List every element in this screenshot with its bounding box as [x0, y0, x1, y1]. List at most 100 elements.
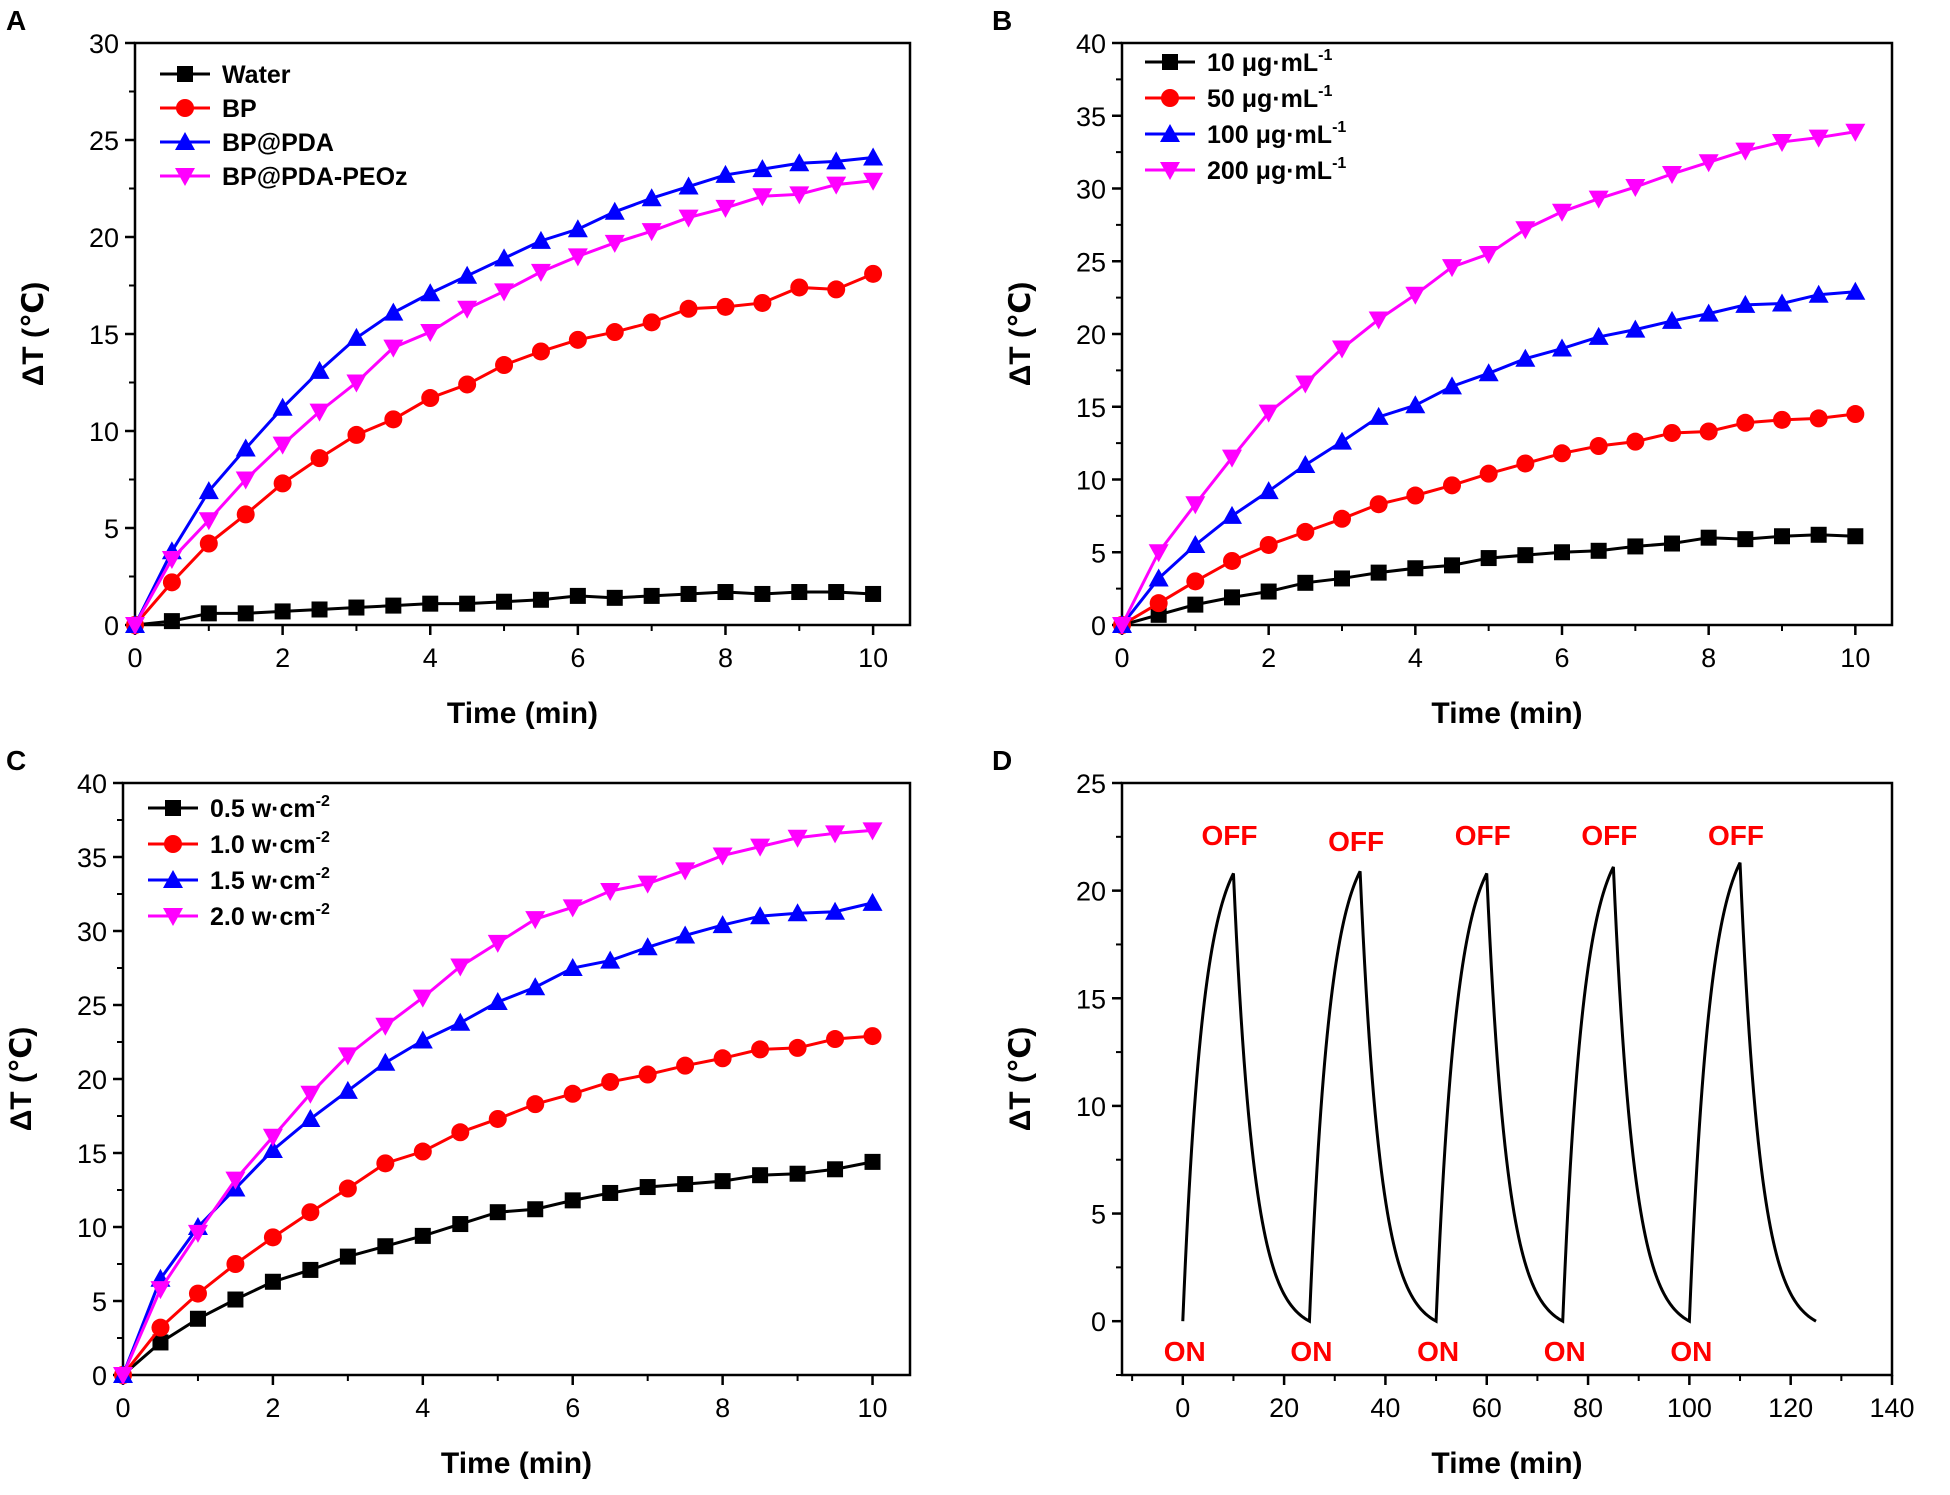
- data-point: [1845, 123, 1866, 142]
- legend-label-main: 2.0 w·cm: [210, 903, 316, 931]
- data-point: [1808, 129, 1829, 148]
- data-point: [1773, 410, 1791, 429]
- data-point: [1553, 444, 1571, 463]
- data-point: [678, 209, 699, 228]
- data-point: [199, 534, 218, 553]
- y-tick-label: 5: [1091, 538, 1106, 568]
- panel-d: D 0 20 40 60 80 100 120 140 0 5 10 15 20 25 Time (min) Δ…: [992, 745, 1915, 1480]
- data-point: [568, 330, 587, 349]
- data-point: [1625, 179, 1646, 198]
- x-tick-label: 6: [1554, 643, 1569, 673]
- data-point: [1442, 376, 1462, 395]
- x-tick-label: 10: [858, 643, 888, 673]
- data-point: [161, 551, 182, 570]
- data-point: [637, 875, 658, 894]
- data-point: [826, 151, 847, 170]
- data-point: [525, 977, 546, 996]
- x-tick-label: 120: [1768, 1393, 1813, 1423]
- data-point: [1333, 509, 1351, 528]
- on-annotation: ON: [1417, 1336, 1459, 1367]
- data-point: [1515, 348, 1536, 367]
- y-tick-label: 30: [89, 29, 119, 59]
- off-annotation: OFF: [1455, 820, 1511, 851]
- data-point: [865, 585, 882, 602]
- data-point: [346, 327, 367, 346]
- legend-entry: 10 μg·mL-1: [1145, 47, 1332, 77]
- legend-entry: Water: [160, 61, 291, 89]
- data-point: [864, 264, 883, 283]
- legend-label: 200 μg·mL-1: [1207, 155, 1346, 185]
- panel-letter: C: [6, 745, 26, 776]
- data-point: [1479, 464, 1498, 483]
- x-axis-title: Time (min): [441, 1447, 592, 1480]
- data-point: [716, 297, 735, 316]
- data-point: [457, 265, 478, 284]
- data-point: [377, 1238, 394, 1255]
- series-1: [127, 584, 882, 633]
- data-point: [1369, 495, 1388, 514]
- data-point: [1590, 542, 1607, 559]
- data-point: [1444, 557, 1460, 574]
- legend-entry: 200 μg·mL-1: [1145, 155, 1346, 185]
- y-axis-title: ΔT (℃): [5, 1027, 38, 1132]
- data-point: [450, 958, 471, 977]
- legend-entry: 1.5 w·cm-2: [148, 865, 330, 895]
- data-point: [1846, 405, 1865, 424]
- legend-label-superscript: -1: [1332, 119, 1346, 136]
- panel-letter: B: [992, 5, 1012, 36]
- data-point: [600, 950, 621, 969]
- x-tick-label: 6: [565, 1393, 580, 1423]
- data-point: [274, 603, 291, 620]
- data-point: [862, 822, 883, 841]
- data-point: [564, 1192, 581, 1209]
- data-point: [638, 1065, 657, 1084]
- y-tick-label: 40: [77, 769, 107, 799]
- data-point: [826, 1030, 845, 1049]
- data-point: [494, 248, 515, 267]
- off-annotation: OFF: [1708, 820, 1764, 851]
- data-point: [562, 899, 583, 918]
- series-3: [113, 892, 883, 1383]
- legend-label-superscript: -1: [1332, 155, 1346, 172]
- data-point: [225, 1171, 246, 1190]
- y-tick-label: 0: [1091, 611, 1106, 641]
- data-point: [1663, 423, 1681, 442]
- data-point: [862, 892, 883, 911]
- y-tick-label: 30: [1076, 175, 1106, 205]
- data-point: [150, 1281, 171, 1300]
- x-tick-label: 8: [718, 643, 733, 673]
- off-annotation: OFF: [1581, 820, 1637, 851]
- data-point: [301, 1203, 320, 1222]
- y-tick-label: 15: [1076, 393, 1106, 423]
- data-point: [1296, 522, 1315, 541]
- data-point: [600, 883, 621, 902]
- data-point: [272, 397, 293, 416]
- legend-marker: [163, 870, 183, 888]
- y-tick-label: 35: [1076, 102, 1106, 132]
- data-point: [309, 403, 330, 422]
- data-point: [1700, 529, 1717, 546]
- data-point: [422, 595, 439, 612]
- series-4: [1112, 123, 1866, 635]
- data-point: [309, 360, 330, 379]
- data-point: [1627, 538, 1644, 555]
- data-point: [346, 374, 367, 393]
- y-tick-label: 30: [77, 917, 107, 947]
- data-point: [1442, 259, 1462, 278]
- x-tick-label: 2: [275, 643, 290, 673]
- on-annotation: ON: [1544, 1336, 1586, 1367]
- x-tick-label: 60: [1472, 1393, 1502, 1423]
- data-point: [527, 1201, 544, 1218]
- x-tick-label: 0: [1175, 1393, 1190, 1423]
- data-point: [604, 201, 625, 220]
- y-tick-label: 20: [77, 1065, 107, 1095]
- y-tick-label: 25: [89, 126, 119, 156]
- data-point: [643, 587, 660, 604]
- data-point: [383, 302, 404, 321]
- data-point: [1735, 142, 1756, 161]
- data-point: [680, 585, 697, 602]
- data-point: [198, 481, 219, 500]
- data-point: [487, 934, 508, 953]
- data-point: [713, 1049, 732, 1068]
- y-axis-title: ΔT (℃): [17, 282, 50, 387]
